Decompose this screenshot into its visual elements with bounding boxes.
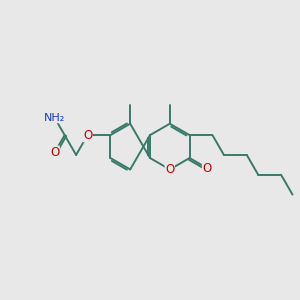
Text: NH₂: NH₂ xyxy=(44,113,65,123)
Text: O: O xyxy=(202,162,211,175)
Text: O: O xyxy=(50,146,59,159)
Text: O: O xyxy=(165,163,174,176)
Text: O: O xyxy=(83,129,92,142)
